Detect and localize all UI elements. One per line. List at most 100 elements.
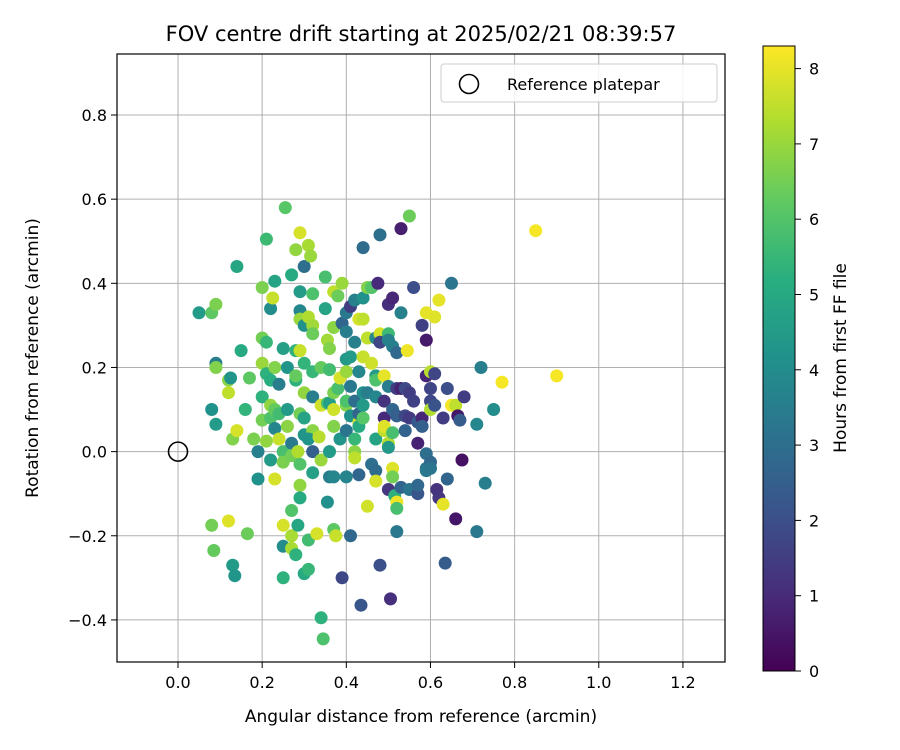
x-tick-label: 0.0 [165,673,190,692]
legend-marker [458,73,480,95]
data-point [259,434,273,448]
legend-label: Reference platepar [507,75,660,94]
data-point [529,224,543,238]
data-point [394,222,408,236]
data-point [360,499,374,513]
data-point [264,302,278,316]
data-point [327,419,341,433]
data-point [331,382,345,395]
data-point [293,226,307,240]
data-point [285,504,299,517]
data-point [428,398,442,412]
data-point [356,241,370,255]
data-point [306,445,320,459]
y-tick-label: 0.8 [82,106,107,125]
data-point [310,527,324,541]
data-point [209,361,223,374]
data-point [449,398,463,412]
data-point [419,333,433,347]
data-point [339,365,353,379]
data-point [314,611,328,625]
x-tick-label: 1.2 [670,673,695,692]
data-point [304,249,318,263]
legend: Reference platepar [440,63,718,103]
data-point [390,346,404,360]
data-point [276,518,290,532]
data-point [291,518,305,532]
colorbar: 0 1 2 3 4 5 6 7 8 Hours from first FF file [762,45,851,681]
data-point [449,512,463,526]
data-point [470,417,484,431]
data-point [339,470,353,484]
data-point [323,342,336,355]
data-point [297,356,311,370]
colorbar-tick-label: 2 [809,511,819,530]
colorbar-tick-label: 6 [809,210,819,229]
data-point [335,571,349,585]
data-point [247,432,261,446]
data-point [369,474,383,488]
data-point [474,361,488,374]
data-point [301,238,315,252]
data-point [331,289,345,303]
data-point [352,365,366,379]
data-point [339,424,353,438]
data-point [487,403,501,416]
data-point [209,417,223,431]
data-point [455,453,469,467]
data-point [344,379,357,393]
x-tick-label: 0.4 [334,673,359,692]
colorbar-tick-label: 0 [809,662,819,681]
data-point [440,472,454,486]
colorbar-tick-label: 5 [809,285,819,304]
data-point [306,287,320,301]
data-point [344,529,357,543]
data-point [205,403,219,416]
y-tick-label: 0.4 [82,274,107,293]
data-point [240,527,254,541]
data-point [369,432,383,446]
data-point [495,375,509,389]
data-point [301,562,315,576]
data-points [192,201,564,646]
data-point [323,445,336,459]
y-tick-label: 0.2 [82,358,107,377]
data-point [255,281,269,294]
data-point [411,478,425,492]
data-point [314,453,328,467]
data-point [327,403,341,416]
data-point [228,569,242,583]
data-point [318,302,332,316]
data-point [226,558,240,572]
data-point [234,344,248,358]
data-point [339,325,353,339]
data-point [293,491,307,505]
data-point [424,461,437,475]
data-point [255,356,269,370]
data-point [335,276,349,290]
y-tick-label: −0.4 [68,611,107,630]
data-point [276,571,290,585]
data-point [415,318,429,332]
data-point [306,327,320,341]
data-point [436,411,450,425]
data-point [312,430,326,444]
chart-title: FOV centre drift starting at 2025/02/21 … [166,22,677,46]
data-point [415,419,429,433]
data-point [306,390,320,404]
data-point [280,403,294,416]
data-point [230,260,244,273]
data-point [386,291,400,305]
data-point [478,476,492,490]
data-point [207,544,221,557]
data-point [268,472,282,486]
data-point [272,432,286,446]
data-point [377,369,391,383]
data-point [205,518,219,532]
data-point [371,276,385,290]
data-point [356,291,370,305]
plot-frame [116,53,726,663]
data-point [344,350,357,364]
data-point [365,356,379,370]
